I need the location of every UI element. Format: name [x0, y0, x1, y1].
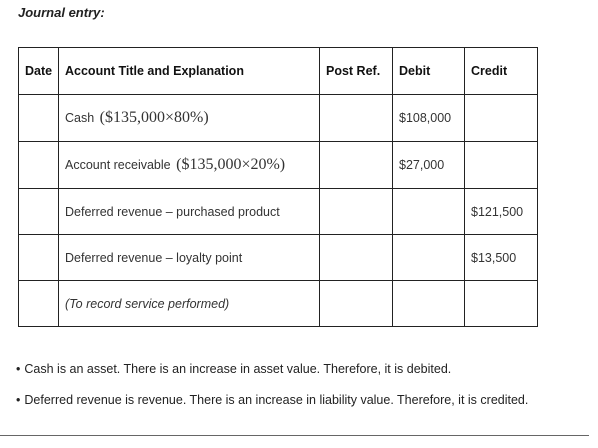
credit-cell: [464, 94, 538, 142]
table-row: (To record service performed): [18, 280, 538, 327]
credit-cell: $13,500: [464, 234, 538, 281]
table-row: Cash ($135,000×80%) $108,000: [18, 94, 538, 142]
table-row: Deferred revenue – loyalty point $13,500: [18, 234, 538, 281]
debit-cell: [392, 280, 465, 327]
date-cell: [18, 141, 59, 189]
date-cell: [18, 188, 59, 235]
post-ref-cell: [319, 234, 393, 281]
date-column-header: Date: [18, 47, 59, 95]
account-title: Deferred revenue – loyalty point: [65, 250, 243, 265]
explanation-note-cash: • Cash is an asset. There is an increase …: [16, 362, 451, 376]
date-cell: [18, 234, 59, 281]
calculation-formula: ($135,000×80%): [99, 109, 209, 126]
debit-cell: [392, 234, 465, 281]
post-ref-column-header: Post Ref.: [319, 47, 393, 95]
post-ref-cell: [319, 94, 393, 142]
debit-cell: [392, 188, 465, 235]
post-ref-cell: [319, 280, 393, 327]
account-cell: Deferred revenue – loyalty point: [58, 234, 320, 281]
table-row: Account receivable ($135,000×20%) $27,00…: [18, 141, 538, 189]
credit-cell: [464, 280, 538, 327]
post-ref-cell: [319, 141, 393, 189]
divider: [0, 435, 589, 436]
journal-entry-heading: Journal entry:: [18, 5, 105, 20]
credit-cell: [464, 141, 538, 189]
account-title: Deferred revenue – purchased product: [65, 204, 280, 219]
note-text: Cash is an asset. There is an increase i…: [24, 362, 452, 376]
calculation-formula: ($135,000×20%): [176, 156, 286, 173]
account-cell: Account receivable ($135,000×20%): [58, 141, 320, 189]
bullet-icon: •: [16, 393, 21, 407]
table-header-row: Date Account Title and Explanation Post …: [18, 47, 538, 95]
debit-cell: $27,000: [392, 141, 465, 189]
table-row: Deferred revenue – purchased product $12…: [18, 188, 538, 235]
credit-column-header: Credit: [464, 47, 538, 95]
bullet-icon: •: [16, 362, 21, 376]
journal-entry-table: Date Account Title and Explanation Post …: [18, 47, 538, 327]
credit-cell: $121,500: [464, 188, 538, 235]
debit-cell: $108,000: [392, 94, 465, 142]
debit-column-header: Debit: [392, 47, 465, 95]
note-text: Deferred revenue is revenue. There is an…: [24, 393, 529, 407]
date-cell: [18, 280, 59, 327]
account-title: Cash: [65, 111, 95, 125]
account-column-header: Account Title and Explanation: [58, 47, 320, 95]
account-cell: (To record service performed): [58, 280, 320, 327]
account-cell: Cash ($135,000×80%): [58, 94, 320, 142]
date-cell: [18, 94, 59, 142]
explanation-note-deferred-revenue: • Deferred revenue is revenue. There is a…: [16, 393, 528, 407]
account-cell: Deferred revenue – purchased product: [58, 188, 320, 235]
entry-memo: (To record service performed): [65, 296, 230, 311]
post-ref-cell: [319, 188, 393, 235]
account-title: Account receivable: [65, 158, 171, 172]
